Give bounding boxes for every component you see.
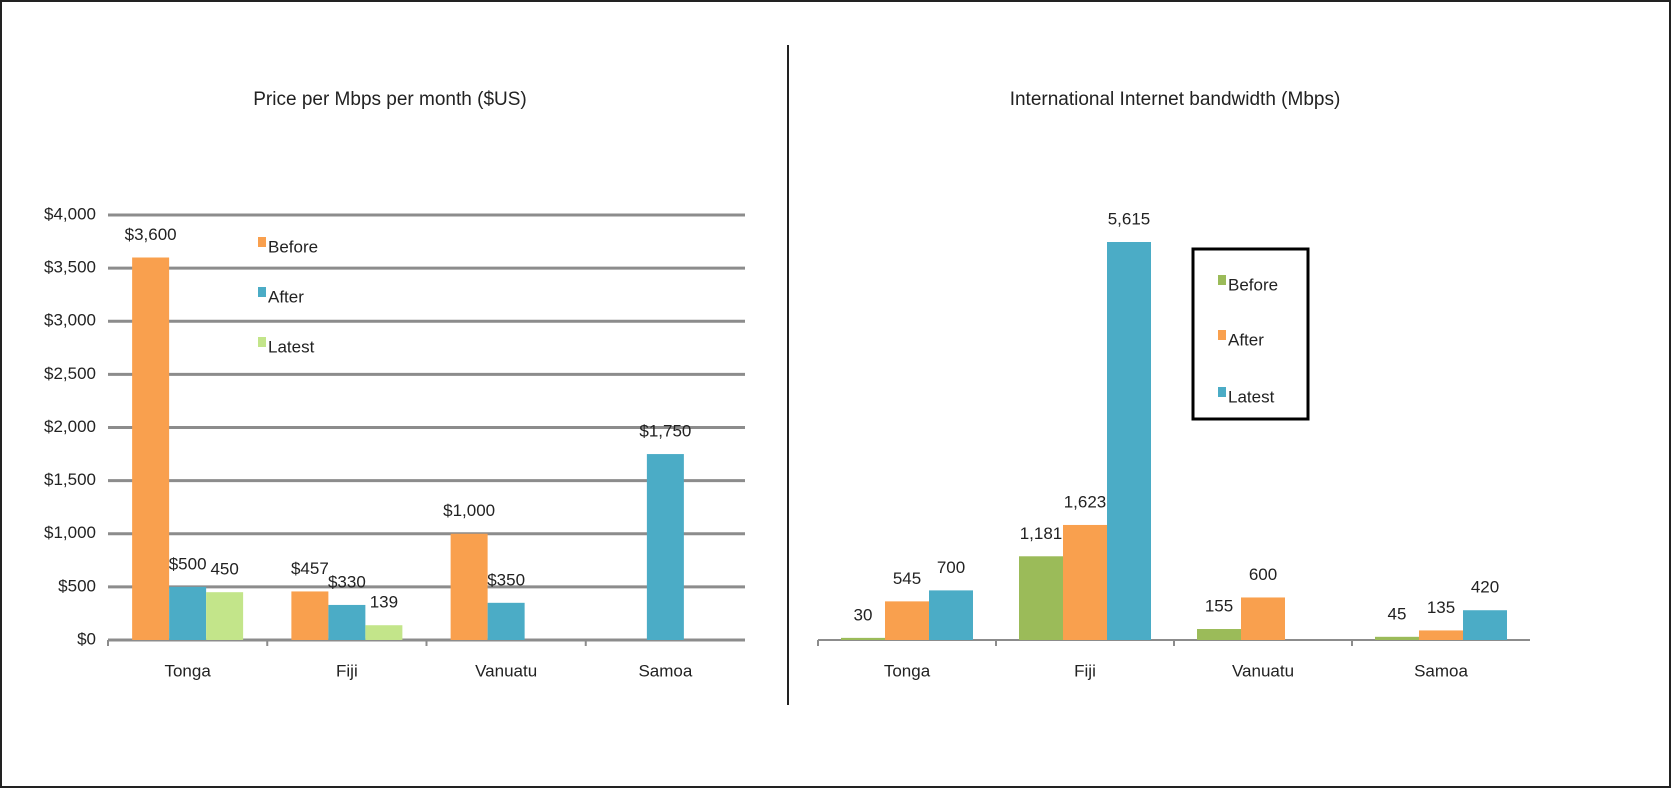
y-tick-label: $500 bbox=[58, 576, 96, 595]
data-label: 139 bbox=[370, 593, 398, 612]
chart-title: Price per Mbps per month ($US) bbox=[253, 89, 527, 110]
legend-swatch bbox=[258, 287, 266, 297]
data-label: 600 bbox=[1249, 565, 1277, 584]
bar bbox=[291, 591, 329, 640]
data-label: 700 bbox=[937, 558, 965, 577]
y-tick-label: $1,000 bbox=[44, 523, 96, 542]
data-label: 450 bbox=[210, 560, 238, 579]
bar bbox=[885, 601, 929, 640]
legend-label: Before bbox=[1228, 275, 1278, 294]
data-label: $3,600 bbox=[125, 225, 177, 244]
legend-box bbox=[1191, 247, 1310, 421]
x-tick-label: Fiji bbox=[336, 661, 358, 680]
bar bbox=[1241, 597, 1285, 640]
legend-swatch bbox=[258, 337, 266, 347]
y-tick-label: $3,000 bbox=[44, 311, 96, 330]
x-tick-label: Tonga bbox=[164, 661, 211, 680]
data-label: $1,750 bbox=[639, 422, 691, 441]
data-label: $457 bbox=[291, 559, 329, 578]
legend-label: Before bbox=[268, 237, 318, 256]
bar bbox=[929, 590, 973, 640]
bar bbox=[1107, 242, 1151, 640]
y-tick-label: $4,000 bbox=[44, 204, 96, 223]
data-label: $500 bbox=[169, 554, 207, 573]
bar bbox=[841, 637, 885, 640]
data-label: 155 bbox=[1205, 596, 1233, 615]
bar bbox=[1197, 629, 1241, 640]
data-label: 5,615 bbox=[1108, 209, 1151, 228]
data-label: 45 bbox=[1388, 604, 1407, 623]
bar bbox=[487, 602, 525, 640]
bar bbox=[365, 625, 403, 640]
legend-label: After bbox=[1228, 330, 1264, 349]
legend-swatch bbox=[1218, 330, 1226, 340]
bar bbox=[450, 533, 488, 640]
bar bbox=[1375, 636, 1419, 640]
data-label: $350 bbox=[487, 570, 525, 589]
legend-swatch bbox=[258, 237, 266, 247]
legend-label: Latest bbox=[268, 337, 315, 356]
legend-swatch bbox=[1218, 387, 1226, 397]
y-tick-label: $1,500 bbox=[44, 470, 96, 489]
data-label: 1,623 bbox=[1064, 492, 1107, 511]
y-tick-label: $0 bbox=[77, 629, 96, 648]
legend-label: Latest bbox=[1228, 387, 1275, 406]
data-label: $1,000 bbox=[443, 501, 495, 520]
data-label: $330 bbox=[328, 572, 366, 591]
y-tick-label: $3,500 bbox=[44, 258, 96, 277]
legend-swatch bbox=[1218, 275, 1226, 285]
bar bbox=[206, 592, 244, 640]
x-tick-label: Samoa bbox=[638, 661, 692, 680]
bar bbox=[1063, 524, 1107, 640]
bar bbox=[1463, 610, 1507, 640]
data-label: 30 bbox=[854, 605, 873, 624]
x-tick-label: Vanuatu bbox=[1232, 661, 1294, 680]
chart-title: International Internet bandwidth (Mbps) bbox=[1010, 89, 1341, 110]
y-tick-label: $2,500 bbox=[44, 364, 96, 383]
data-label: 1,181 bbox=[1020, 524, 1063, 543]
bar bbox=[1019, 556, 1063, 640]
x-tick-label: Vanuatu bbox=[475, 661, 537, 680]
bar bbox=[328, 604, 366, 640]
bar bbox=[169, 586, 207, 640]
data-label: 420 bbox=[1471, 578, 1499, 597]
legend-label: After bbox=[268, 287, 304, 306]
y-tick-label: $2,000 bbox=[44, 417, 96, 436]
data-label: 135 bbox=[1427, 598, 1455, 617]
x-tick-label: Samoa bbox=[1414, 661, 1468, 680]
bar bbox=[1419, 630, 1463, 640]
x-tick-label: Fiji bbox=[1074, 661, 1096, 680]
x-tick-label: Tonga bbox=[884, 661, 931, 680]
bar bbox=[132, 257, 170, 640]
data-label: 545 bbox=[893, 569, 921, 588]
bar bbox=[646, 454, 684, 640]
